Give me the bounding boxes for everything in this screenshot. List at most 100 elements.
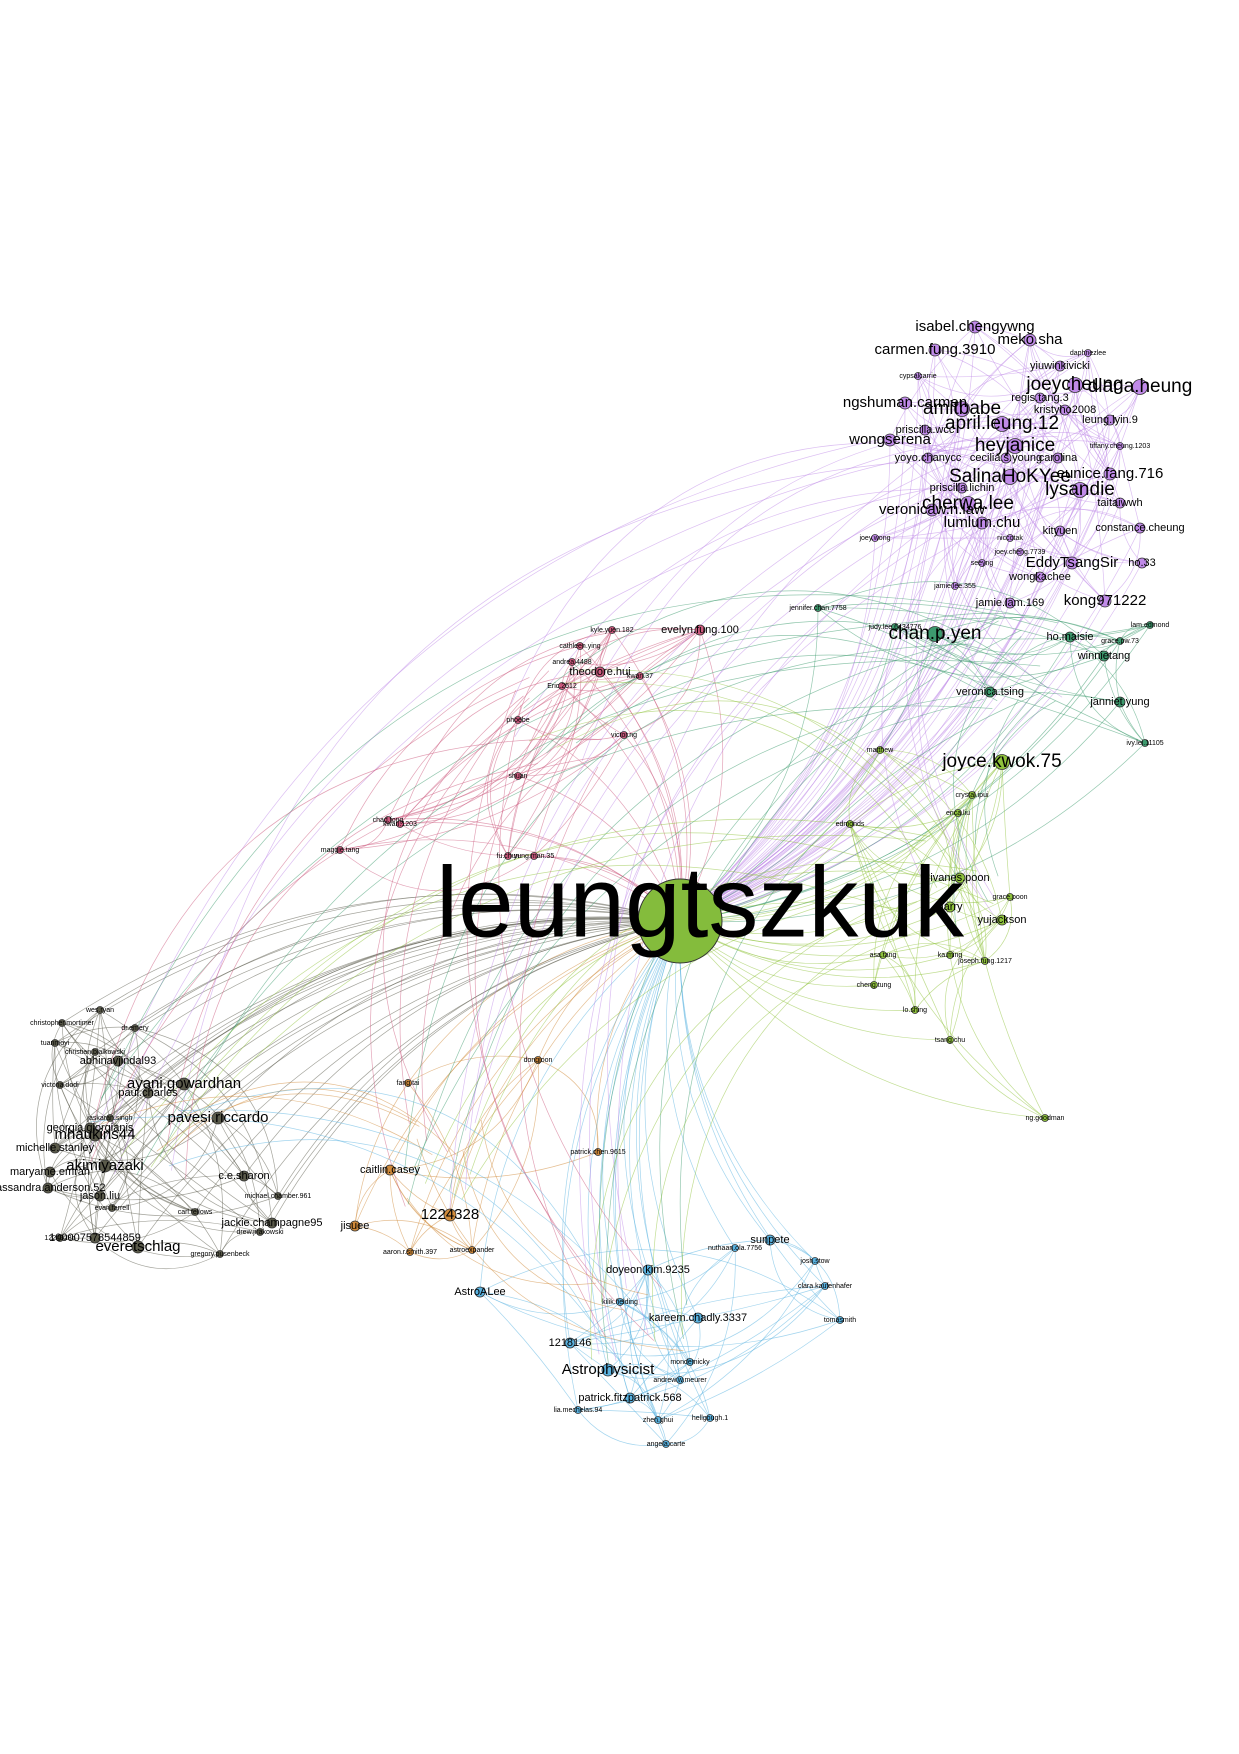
node-purple-21[interactable] — [1002, 469, 1018, 485]
node-green-5[interactable] — [944, 901, 956, 913]
node-green-14[interactable] — [1041, 1114, 1049, 1122]
node-purple-23[interactable] — [956, 482, 968, 494]
node-teal-0[interactable] — [927, 626, 943, 642]
node-dark-25[interactable] — [106, 1114, 114, 1122]
node-blue-7[interactable] — [662, 1440, 670, 1448]
node-purple-28[interactable] — [975, 516, 989, 530]
node-purple-14[interactable] — [919, 424, 931, 436]
node-blue-16[interactable] — [821, 1282, 829, 1290]
node-teal-6[interactable] — [1114, 696, 1126, 708]
node-dark-26[interactable] — [131, 1024, 139, 1032]
node-purple-3[interactable] — [1084, 349, 1092, 357]
node-dark-17[interactable] — [266, 1217, 278, 1229]
node-dark-23[interactable] — [108, 1204, 116, 1212]
node-orange-7[interactable] — [534, 1056, 542, 1064]
node-pink-9[interactable] — [514, 772, 522, 780]
node-dark-27[interactable] — [96, 1006, 104, 1014]
node-dark-1[interactable] — [211, 1111, 225, 1125]
node-pink-14[interactable] — [336, 846, 344, 854]
node-blue-13[interactable] — [686, 1358, 694, 1366]
node-dark-12[interactable] — [44, 1166, 56, 1178]
node-green-8[interactable] — [879, 951, 887, 959]
node-green-9[interactable] — [981, 957, 989, 965]
node-purple-2[interactable] — [928, 343, 942, 357]
node-green-6[interactable] — [996, 914, 1008, 926]
node-blue-0[interactable] — [474, 1286, 486, 1298]
node-green-7[interactable] — [846, 820, 854, 828]
node-blue-8[interactable] — [574, 1406, 582, 1414]
node-dark-4[interactable] — [142, 1087, 154, 1099]
node-teal-8[interactable] — [1064, 631, 1076, 643]
node-purple-8[interactable] — [898, 396, 912, 410]
node-purple-38[interactable] — [951, 582, 959, 590]
node-orange-2[interactable] — [349, 1220, 361, 1232]
node-teal-2[interactable] — [1146, 621, 1154, 629]
node-dark-9[interactable] — [56, 1081, 64, 1089]
node-purple-15[interactable] — [883, 433, 897, 447]
node-purple-39[interactable] — [1004, 597, 1016, 609]
node-pink-6[interactable] — [558, 682, 566, 690]
node-teal-4[interactable] — [1098, 650, 1110, 662]
node-green-1[interactable] — [968, 791, 976, 799]
node-purple-32[interactable] — [1006, 534, 1014, 542]
hub-node[interactable] — [637, 878, 723, 964]
node-pink-12[interactable] — [530, 852, 538, 860]
node-dark-16[interactable] — [274, 1192, 282, 1200]
node-dark-6[interactable] — [58, 1019, 66, 1027]
node-purple-35[interactable] — [1136, 557, 1148, 569]
node-pink-0[interactable] — [694, 624, 706, 636]
node-orange-3[interactable] — [594, 1148, 602, 1156]
node-dark-24[interactable] — [56, 1234, 64, 1242]
node-pink-10[interactable] — [384, 816, 392, 824]
node-purple-20[interactable] — [1052, 452, 1064, 464]
node-purple-9[interactable] — [954, 401, 970, 417]
node-purple-18[interactable] — [922, 452, 934, 464]
node-blue-4[interactable] — [564, 1337, 576, 1349]
node-pink-13[interactable] — [504, 852, 512, 860]
node-purple-0[interactable] — [968, 320, 982, 334]
node-blue-3[interactable] — [624, 1392, 636, 1404]
node-pink-11[interactable] — [396, 820, 404, 828]
node-purple-19[interactable] — [1000, 452, 1012, 464]
node-green-11[interactable] — [870, 981, 878, 989]
node-green-15[interactable] — [876, 746, 884, 754]
node-pink-8[interactable] — [620, 731, 628, 739]
node-purple-29[interactable] — [1134, 522, 1146, 534]
node-dark-7[interactable] — [51, 1039, 59, 1047]
node-teal-1[interactable] — [891, 623, 899, 631]
node-green-10[interactable] — [911, 1006, 919, 1014]
node-blue-2[interactable] — [601, 1363, 615, 1377]
node-dark-0[interactable] — [177, 1077, 191, 1091]
node-purple-36[interactable] — [978, 559, 986, 567]
node-purple-24[interactable] — [1072, 482, 1088, 498]
node-purple-40[interactable] — [1098, 594, 1112, 608]
node-green-13[interactable] — [946, 1036, 954, 1044]
node-blue-9[interactable] — [764, 1234, 776, 1246]
node-orange-4[interactable] — [468, 1246, 476, 1254]
node-orange-0[interactable] — [443, 1208, 457, 1222]
node-purple-30[interactable] — [1054, 525, 1066, 537]
node-purple-31[interactable] — [871, 534, 879, 542]
node-pink-2[interactable] — [636, 672, 644, 680]
node-dark-5[interactable] — [112, 1055, 124, 1067]
node-dark-8[interactable] — [91, 1048, 99, 1056]
node-purple-7[interactable] — [914, 372, 922, 380]
node-purple-12[interactable] — [994, 416, 1010, 432]
node-purple-16[interactable] — [1007, 438, 1023, 454]
node-green-3[interactable] — [954, 872, 966, 884]
node-dark-20[interactable] — [216, 1250, 224, 1258]
node-blue-5[interactable] — [692, 1312, 704, 1324]
node-dark-13[interactable] — [42, 1182, 54, 1194]
node-dark-22[interactable] — [191, 1208, 199, 1216]
node-purple-13[interactable] — [1104, 414, 1116, 426]
node-dark-15[interactable] — [238, 1170, 250, 1182]
node-pink-5[interactable] — [608, 626, 616, 634]
node-green-12[interactable] — [946, 951, 954, 959]
node-pink-7[interactable] — [514, 716, 522, 724]
node-purple-27[interactable] — [925, 503, 939, 517]
node-orange-5[interactable] — [406, 1248, 414, 1256]
node-teal-5[interactable] — [984, 686, 996, 698]
node-purple-25[interactable] — [960, 496, 976, 512]
node-purple-26[interactable] — [1114, 497, 1126, 509]
node-dark-2[interactable] — [98, 1159, 112, 1173]
